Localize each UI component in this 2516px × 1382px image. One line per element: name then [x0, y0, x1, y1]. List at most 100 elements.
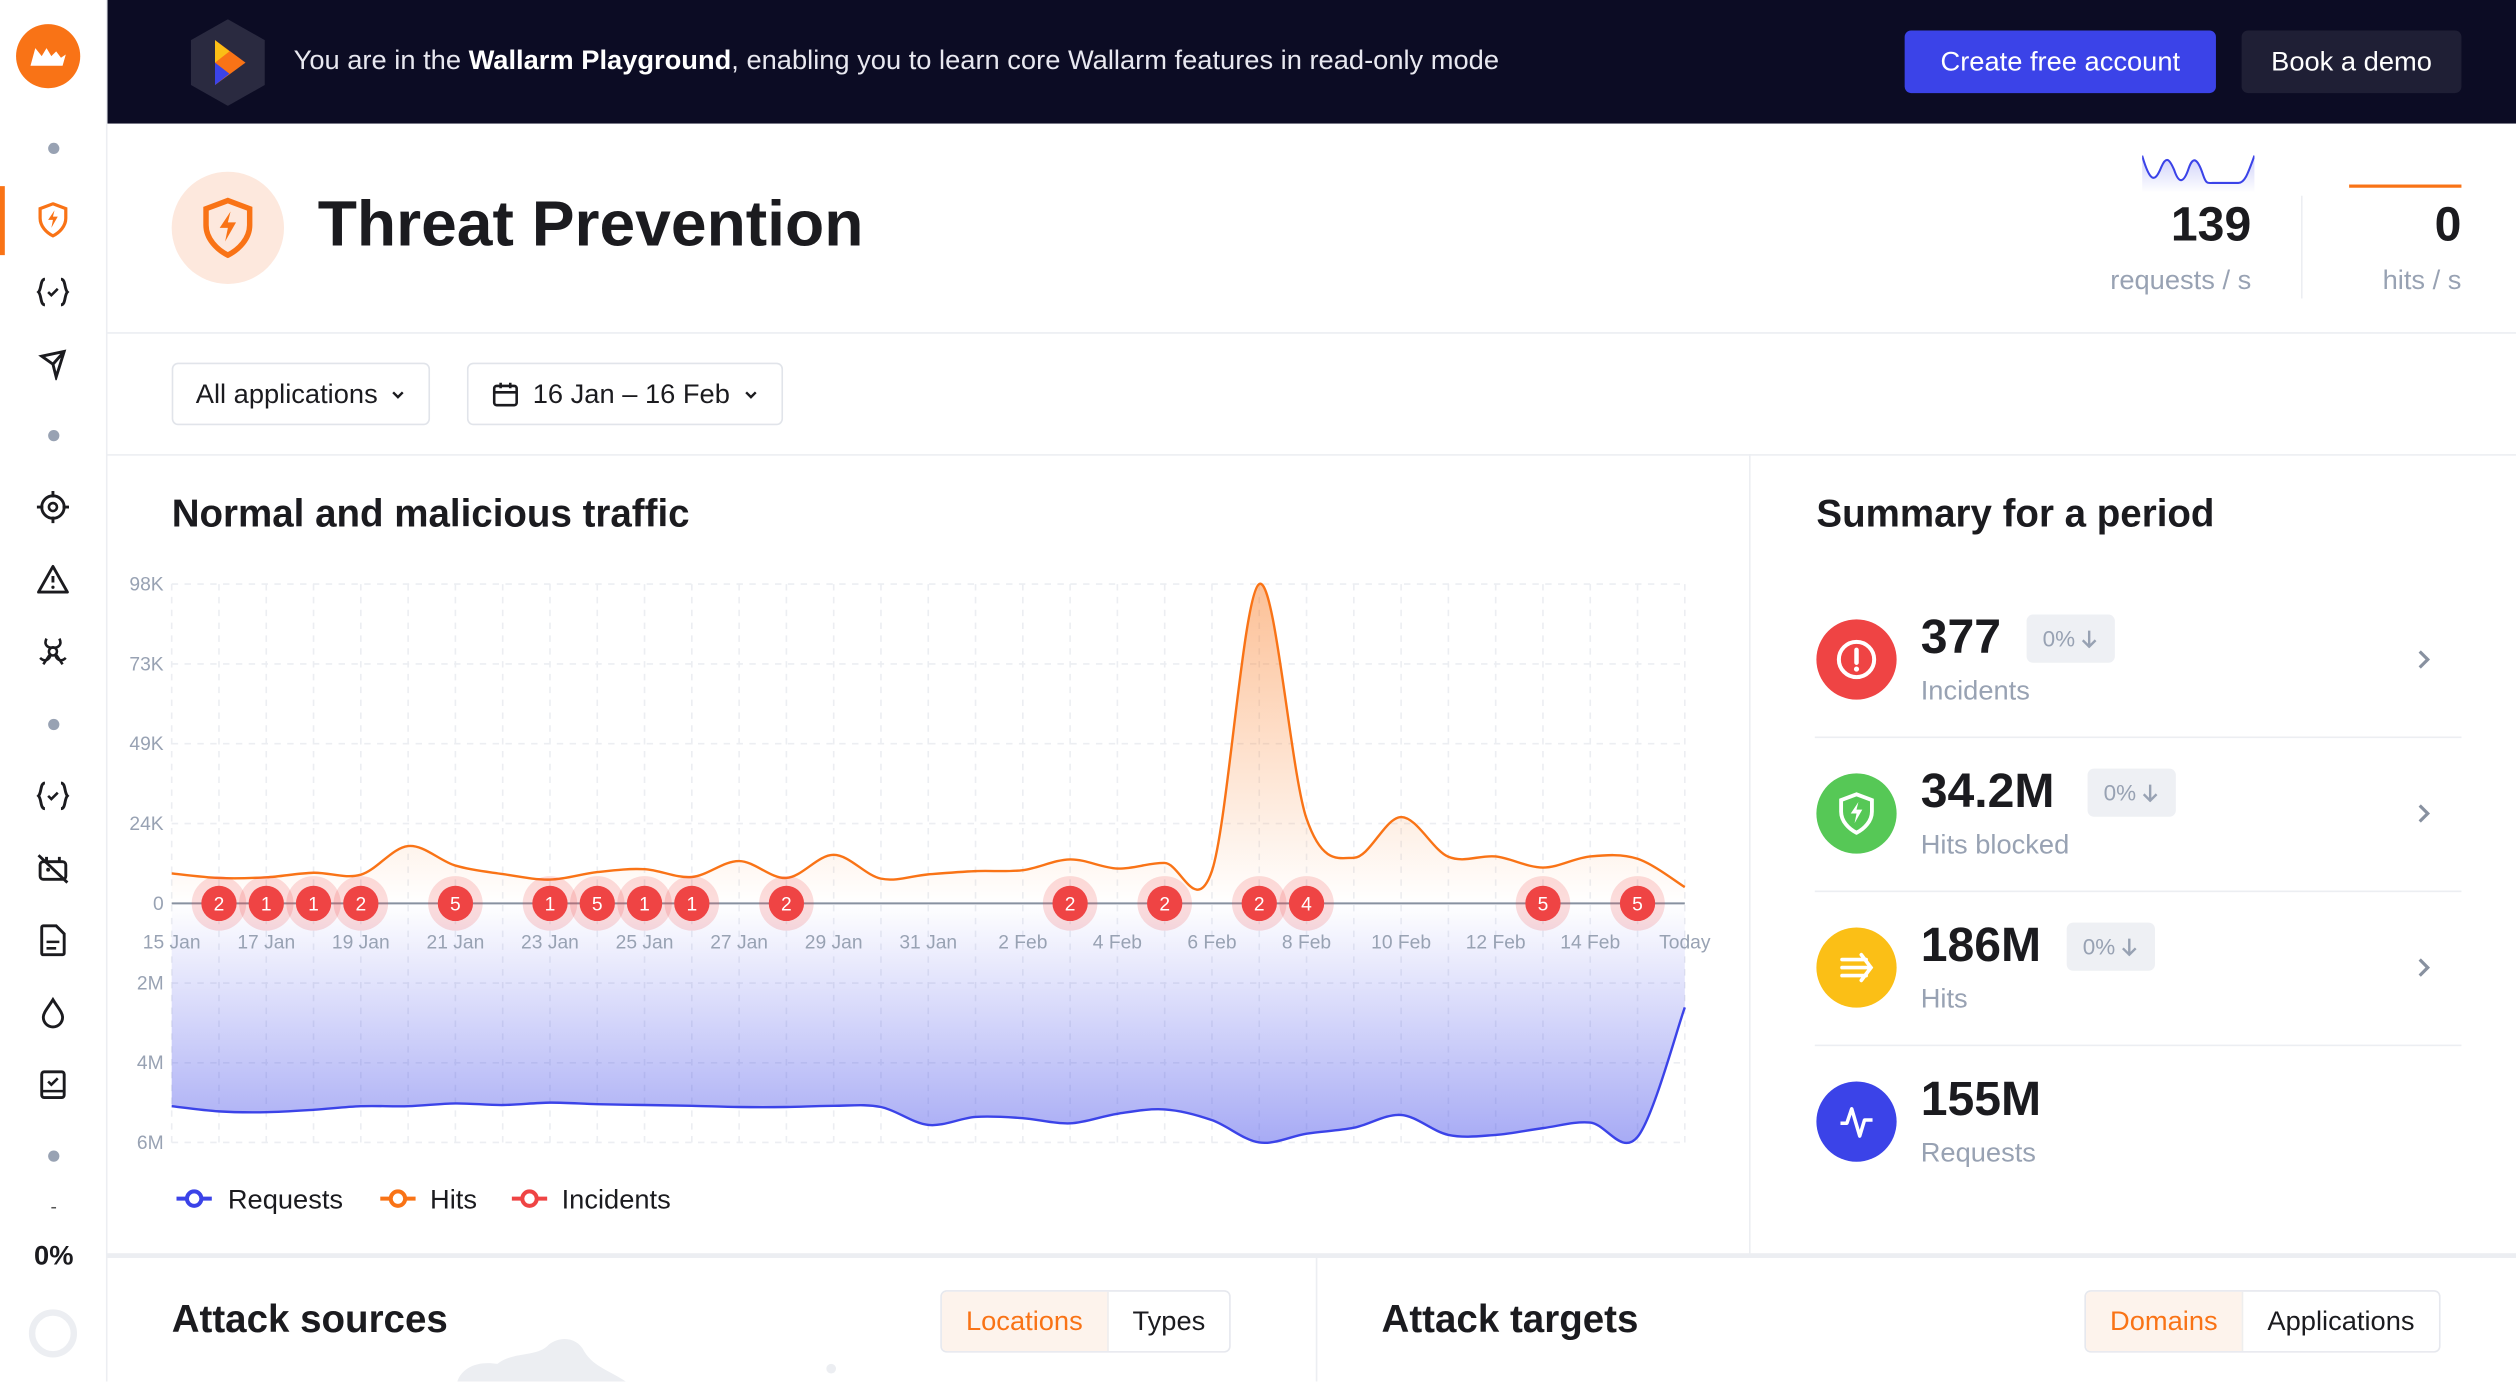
y-tick-label-hits: 0 — [153, 894, 164, 915]
incident-marker[interactable]: 2 — [333, 876, 389, 931]
sidebar-item-api-discovery[interactable] — [34, 273, 73, 312]
y-tick-label-requests: 4M — [137, 1053, 164, 1074]
sidebar-item-api-attack-surface[interactable] — [34, 345, 73, 384]
incident-marker[interactable]: 2 — [1042, 876, 1098, 931]
sidebar-item-reports[interactable] — [34, 921, 73, 960]
book-demo-button[interactable]: Book a demo — [2241, 30, 2462, 94]
sidebar-item-api-specs[interactable] — [34, 777, 73, 816]
legend-item-hits[interactable]: Hits — [380, 1183, 477, 1214]
tab-domains[interactable]: Domains — [2085, 1291, 2244, 1352]
incident-marker[interactable]: 5 — [1515, 876, 1571, 931]
incident-marker[interactable]: 5 — [1610, 876, 1665, 931]
incident-dot — [201, 885, 237, 922]
progress-dash: - — [50, 1195, 57, 1218]
incident-count: 2 — [1065, 895, 1076, 916]
wallarm-logo[interactable] — [16, 24, 81, 89]
summary-value: 186M — [1920, 919, 2042, 973]
section-divider — [107, 1253, 2516, 1258]
incident-dot — [1241, 885, 1277, 922]
incident-count: 1 — [639, 895, 650, 916]
sidebar-separator-dot — [48, 1150, 60, 1162]
tab-locations[interactable]: Locations — [941, 1291, 1109, 1352]
create-free-account-button[interactable]: Create free account — [1904, 30, 2216, 94]
chevron-right-icon[interactable] — [2412, 955, 2438, 981]
sidebar-item-incidents[interactable] — [34, 560, 73, 599]
robot-off-icon — [37, 854, 69, 884]
incident-dot — [674, 885, 710, 922]
y-tick-label-hits: 49K — [129, 734, 163, 755]
incident-count: 5 — [1538, 895, 1549, 916]
sidebar-separator-dot — [48, 142, 60, 155]
progress-ring[interactable] — [28, 1309, 78, 1358]
sidebar-separator-dot — [48, 718, 60, 731]
incident-count: 5 — [592, 895, 603, 916]
requests-area — [171, 903, 1685, 1143]
x-tick-label: 17 Jan — [237, 932, 295, 953]
summary-label: Incidents — [1920, 675, 2030, 707]
applications-dropdown[interactable]: All applications — [171, 362, 431, 426]
sidebar-item-vulnerabilities[interactable] — [34, 488, 73, 527]
summary-divider — [1814, 890, 2462, 893]
sidebar-separator-dot — [48, 430, 60, 442]
attack-sources-tabs: Locations Types — [940, 1290, 1231, 1353]
y-tick-label-hits: 24K — [129, 814, 163, 835]
sidebar-item-triggers[interactable] — [34, 993, 73, 1032]
attack-targets-title: Attack targets — [1381, 1298, 1639, 1342]
incident-marker[interactable]: 4 — [1279, 876, 1334, 931]
legend-item-requests[interactable]: Requests — [176, 1183, 344, 1214]
chart-legend: Requests Hits Incidents — [176, 1183, 671, 1214]
playground-logo-icon — [190, 19, 265, 106]
incident-marker[interactable]: 1 — [522, 876, 578, 931]
incident-marker[interactable]: 5 — [428, 876, 483, 931]
chevron-down-icon — [745, 390, 757, 399]
chevron-right-icon[interactable] — [2412, 647, 2438, 673]
calendar-icon — [492, 381, 518, 406]
incident-marker[interactable]: 1 — [617, 876, 672, 931]
drop-icon — [41, 996, 65, 1029]
incident-count: 2 — [1159, 895, 1170, 916]
sidebar-item-checklist[interactable] — [34, 1065, 73, 1104]
change-value: 0% — [2042, 625, 2076, 652]
incident-dot — [579, 885, 615, 922]
incident-dot — [1147, 885, 1183, 922]
requests-line — [171, 1006, 1686, 1145]
banner-message: You are in the Wallarm Playground, enabl… — [294, 45, 1499, 77]
arrow-down-icon — [2082, 630, 2097, 649]
incident-marker[interactable]: 1 — [238, 876, 294, 931]
x-tick-label: Today — [1659, 932, 1711, 953]
tab-applications[interactable]: Applications — [2267, 1305, 2415, 1336]
page-icon — [171, 171, 285, 285]
x-tick-label: 15 Jan — [143, 932, 201, 953]
requests-per-second-label: requests / s — [2110, 264, 2252, 296]
hits-line — [171, 582, 1686, 891]
traffic-chart[interactable]: 0 24K 49K 73K 98K 2M 4M 6M 15 Jan 17 Jan 19 Jan 21 … — [108, 454, 1749, 1255]
sidebar-item-threats[interactable] — [34, 632, 73, 671]
legend-item-incidents[interactable]: Incidents — [511, 1183, 671, 1214]
incident-marker[interactable]: 1 — [664, 876, 720, 931]
summary-label: Requests — [1920, 1137, 2036, 1169]
date-range-picker[interactable]: 16 Jan – 16 Feb — [466, 362, 783, 426]
x-tick-label: 4 Feb — [1093, 932, 1142, 953]
sidebar-item-threat-prevention[interactable] — [34, 201, 73, 240]
incident-marker[interactable]: 2 — [191, 876, 247, 931]
incident-marker[interactable]: 2 — [1231, 876, 1287, 931]
summary-value: 377 — [1920, 611, 2002, 665]
change-badge: 0% — [2026, 614, 2116, 663]
incident-count: 4 — [1301, 895, 1312, 916]
page-title: Threat Prevention — [317, 189, 864, 260]
incident-marker[interactable]: 1 — [286, 876, 341, 931]
summary-title: Summary for a period — [1816, 492, 2215, 536]
hits-area — [171, 583, 1685, 904]
tab-types[interactable]: Types — [1132, 1305, 1206, 1336]
incident-count: 1 — [686, 895, 697, 916]
document-icon — [40, 924, 66, 957]
incident-dot — [1052, 885, 1088, 922]
incident-marker[interactable]: 5 — [569, 876, 625, 931]
incident-marker[interactable]: 2 — [759, 876, 814, 931]
chevron-right-icon[interactable] — [2412, 801, 2438, 827]
target-icon — [36, 491, 69, 524]
incident-marker[interactable]: 2 — [1137, 876, 1192, 931]
sidebar-item-rules-disabled[interactable] — [34, 849, 73, 888]
incident-count: 5 — [1632, 895, 1643, 916]
sidebar: - 0% — [0, 0, 108, 1382]
